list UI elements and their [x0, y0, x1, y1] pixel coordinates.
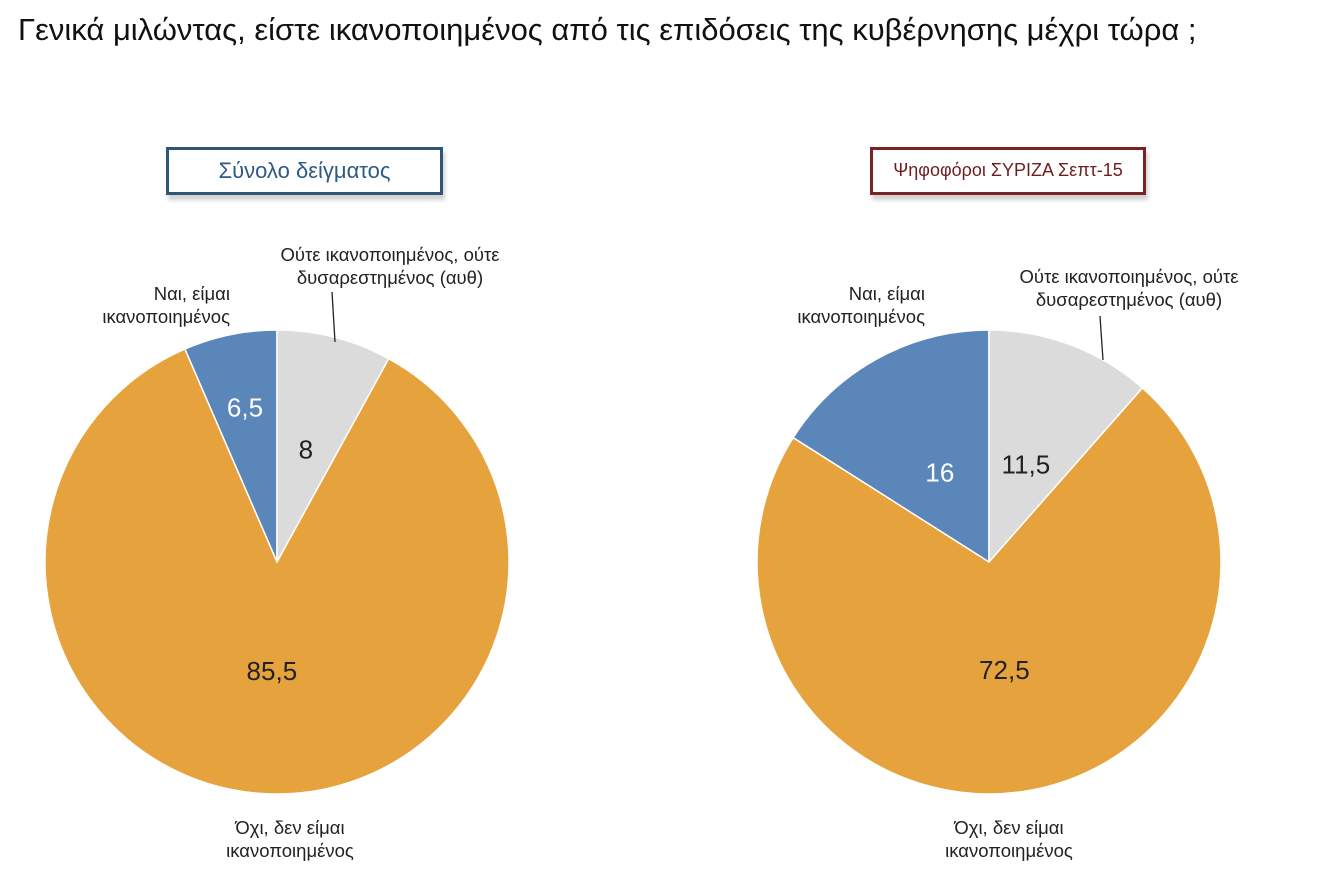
value-label-neutral: 8	[299, 435, 313, 465]
chart-title-badge: Σύνολο δείγματος	[166, 147, 443, 195]
chart-panel-total-sample: Σύνολο δείγματος 6,5 8 85,5 Ναι, είμαι ικα…	[44, 147, 510, 861]
slice-label-no: Όχι, δεν είμαι ικανοποιημένος	[945, 817, 1073, 861]
slice-label-neutral: Ούτε ικανοποιημένος, ούτε δυσαρεστημένος…	[280, 244, 500, 288]
slice-label-yes: Ναι, είμαι ικανοποιημένος	[102, 283, 230, 327]
pie-slice-no	[756, 386, 1222, 795]
slice-label-yes: Ναι, είμαι ικανοποιημένος	[797, 283, 925, 327]
slice-label-no: Όχι, δεν είμαι ικανοποιημένος	[226, 817, 354, 861]
value-label-neutral: 11,5	[1002, 449, 1051, 479]
chart-title: Σύνολο δείγματος	[218, 158, 391, 183]
leader-line	[331, 291, 336, 343]
slice-label-neutral: Ούτε ικανοποιημένος, ούτε δυσαρεστημένος…	[1019, 266, 1239, 310]
chart-panel-syriza-voters: Ψηφοφόροι ΣΥΡΙΖΑ Σεπτ-15 16 11,5 72,5 Ναι,…	[671, 0, 1342, 882]
pie-slice-yes	[792, 329, 990, 564]
pie-chart: 6,5 8 85,5	[44, 291, 510, 795]
chart-title: Ψηφοφόροι ΣΥΡΙΖΑ Σεπτ-15	[893, 160, 1123, 180]
pie-slice-neutral	[988, 329, 1144, 564]
pie-chart: 16 11,5 72,5	[756, 315, 1222, 795]
page-title: Γενικά μιλώντας, είστε ικανοποιημένος απ…	[18, 12, 1197, 47]
leader-line	[1099, 315, 1104, 361]
value-label-yes: 6,5	[227, 393, 263, 423]
pie-slice-no	[44, 348, 510, 795]
value-label-yes: 16	[925, 458, 954, 488]
value-label-no: 72,5	[979, 655, 1030, 685]
value-label-no: 85,5	[247, 656, 298, 686]
chart-title-badge: Ψηφοφόροι ΣΥΡΙΖΑ Σεπτ-15	[870, 147, 1146, 195]
